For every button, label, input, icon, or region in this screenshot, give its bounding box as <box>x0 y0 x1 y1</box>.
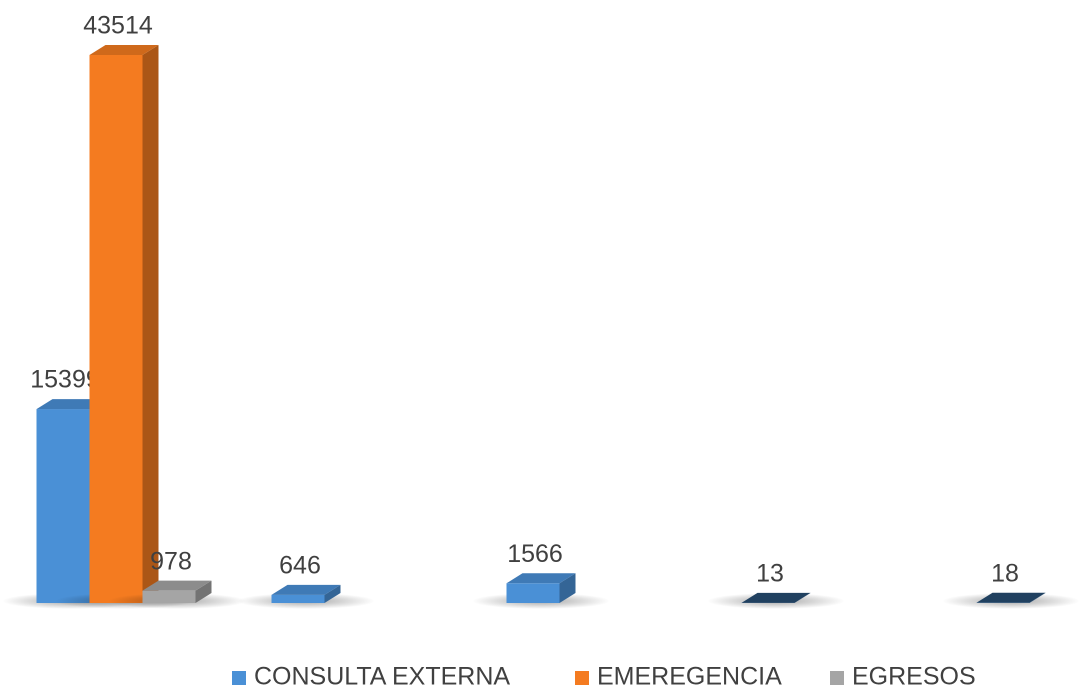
bar-top <box>271 584 341 595</box>
bar-top <box>976 592 1046 603</box>
bar-side <box>1029 592 1046 603</box>
bar-side <box>794 592 811 603</box>
bar-side <box>195 580 212 603</box>
bar-side <box>559 573 576 603</box>
legend-swatch <box>575 671 589 685</box>
data-label: 13 <box>756 559 784 587</box>
bar <box>108 580 246 609</box>
legend-label: CONSULTA EXTERNA <box>254 663 510 691</box>
bar-top <box>142 580 212 591</box>
data-label: 15399 <box>30 366 100 394</box>
bar-front <box>506 583 560 603</box>
legend-swatch <box>232 671 246 685</box>
bar <box>942 592 1080 609</box>
bar <box>237 584 375 609</box>
legend-swatch <box>830 671 844 685</box>
data-label: 43514 <box>83 12 153 40</box>
bar-front <box>36 409 90 603</box>
legend-label: EMEREGENCIA <box>597 663 782 691</box>
bar-top <box>36 399 106 410</box>
bar-front <box>89 55 143 603</box>
data-label: 978 <box>150 547 192 575</box>
bar-side <box>142 45 159 603</box>
bar-top <box>506 573 576 584</box>
bar-front <box>142 590 196 603</box>
bar <box>472 573 610 609</box>
data-label: 1566 <box>507 540 563 568</box>
bar <box>707 592 845 609</box>
bar-side <box>324 584 341 603</box>
data-label: 18 <box>991 559 1019 587</box>
legend-label: EGRESOS <box>852 663 976 691</box>
bar-front <box>271 594 325 603</box>
data-label: 646 <box>279 551 321 579</box>
bar-top <box>741 592 811 603</box>
bar-top <box>89 45 159 55</box>
